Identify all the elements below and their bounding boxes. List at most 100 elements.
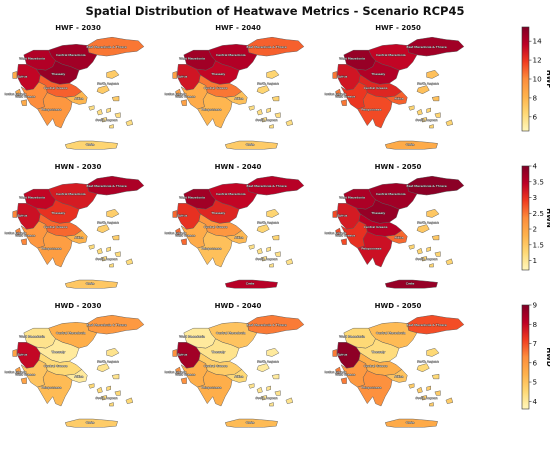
region-label: Ionian Islands	[165, 231, 187, 235]
region-north-aegean	[416, 347, 440, 380]
region-crete	[384, 140, 438, 150]
region-label: Ionian Islands	[5, 92, 27, 96]
region-label: Central Macedonia	[56, 53, 86, 57]
region-label: East Macedonia & Thrace	[246, 45, 286, 49]
region-label: North Aegean	[417, 82, 439, 86]
region-label: Central Greece	[44, 364, 68, 368]
region-label: Ionian Islands	[325, 370, 347, 374]
colorbar-tick-label: 5	[533, 378, 538, 387]
region-label: Central Macedonia	[376, 192, 406, 196]
region-attica	[64, 369, 88, 383]
region-label: Epirus	[178, 75, 188, 79]
region-label: Attica	[74, 97, 83, 101]
region-label: North Aegean	[257, 221, 279, 225]
region-south-aegean	[88, 244, 134, 268]
region-label: West Greece	[15, 95, 35, 99]
region-label: West Macedonia	[339, 335, 365, 339]
region-ionian	[12, 210, 27, 245]
region-label: West Greece	[175, 373, 195, 377]
region-label: Central Macedonia	[216, 331, 246, 335]
colorbar-tick-label: 4	[533, 162, 538, 171]
region-label: North Aegean	[417, 221, 439, 225]
region-label: Attica	[234, 97, 243, 101]
region-attica	[224, 91, 248, 105]
region-ionian	[332, 71, 347, 106]
region-peloponnese	[37, 231, 73, 268]
region-label: Central Macedonia	[376, 331, 406, 335]
region-label: Attica	[74, 375, 83, 379]
region-label: South Aegean	[416, 118, 438, 122]
region-label: Central Greece	[364, 364, 388, 368]
region-label: South Aegean	[256, 118, 278, 122]
colorbar-gradient	[521, 26, 530, 132]
region-label: East Macedonia & Thrace	[406, 184, 446, 188]
region-label: West Greece	[15, 373, 35, 377]
region-label: Peloponnese	[361, 386, 381, 390]
region-label: Epirus	[338, 214, 348, 218]
region-label: Central Greece	[44, 86, 68, 90]
region-label: Thessaly	[210, 350, 225, 354]
region-south-aegean	[408, 244, 454, 268]
region-ionian	[172, 210, 187, 245]
region-ionian	[332, 210, 347, 245]
colorbar-tick-label: 1.5	[533, 240, 544, 249]
panel-title: HWF - 2030	[55, 24, 101, 32]
region-crete	[64, 140, 118, 150]
region-north-aegean	[416, 69, 440, 102]
region-label: East Macedonia & Thrace	[246, 184, 286, 188]
colorbar-tick-label: 2	[533, 225, 538, 234]
region-crete	[384, 279, 438, 289]
region-label: South Aegean	[256, 396, 278, 400]
region-label: East Macedonia & Thrace	[406, 323, 446, 327]
region-label: West Greece	[335, 95, 355, 99]
region-peloponnese	[357, 231, 393, 268]
panel-title: HWD - 2040	[214, 302, 262, 310]
region-label: South Aegean	[96, 396, 118, 400]
region-label: Central Greece	[204, 364, 228, 368]
region-label: East Macedonia & Thrace	[406, 45, 446, 49]
region-peloponnese	[197, 92, 233, 129]
colorbar-tick-label: 9	[533, 301, 538, 310]
region-crete	[64, 279, 118, 289]
colorbar-gradient	[521, 165, 530, 271]
region-label: Ionian Islands	[165, 92, 187, 96]
region-label: Thessaly	[370, 350, 385, 354]
region-label: Epirus	[18, 75, 28, 79]
colorbar-label: HWF	[545, 70, 550, 89]
region-label: Thessaly	[50, 211, 65, 215]
region-attica	[64, 91, 88, 105]
colorbar-tick-label: 4	[533, 397, 538, 406]
colorbar-tick-label: 6	[533, 112, 538, 121]
colorbar-tick-label: 3.5	[533, 177, 544, 186]
panel-title: HWN - 2050	[374, 163, 422, 171]
region-label: Ionian Islands	[165, 370, 187, 374]
region-label: Central Macedonia	[216, 192, 246, 196]
region-label: Crete	[406, 421, 415, 425]
region-label: West Greece	[335, 234, 355, 238]
region-ionian	[12, 71, 27, 106]
colorbar-gradient	[521, 304, 530, 410]
colorbar-tick-label: 6	[533, 358, 538, 367]
region-label: West Macedonia	[179, 196, 205, 200]
region-north-aegean	[256, 347, 280, 380]
region-label: Thessaly	[210, 72, 225, 76]
region-label: Central Greece	[44, 225, 68, 229]
region-label: East Macedonia & Thrace	[86, 184, 126, 188]
region-label: Thessaly	[210, 211, 225, 215]
colorbar: 4 5 6 7 8 9 HWD	[521, 301, 550, 410]
region-attica	[384, 230, 408, 244]
region-label: West Macedonia	[19, 335, 45, 339]
region-label: Epirus	[178, 214, 188, 218]
region-label: Crete	[246, 421, 255, 425]
region-label: Thessaly	[370, 211, 385, 215]
region-label: South Aegean	[256, 257, 278, 261]
colorbar: 6 8 10 12 14 HWF	[521, 26, 550, 132]
region-label: Peloponnese	[41, 108, 61, 112]
region-north-aegean	[96, 208, 120, 241]
region-north-aegean	[96, 347, 120, 380]
